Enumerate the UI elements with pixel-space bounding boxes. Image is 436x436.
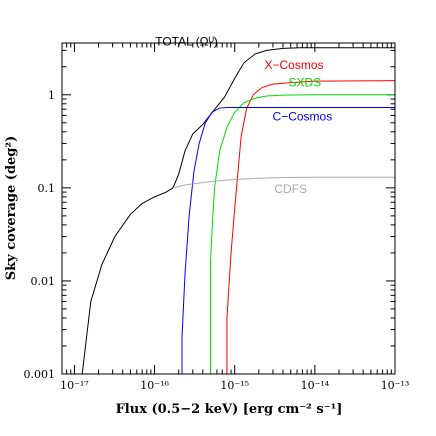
x-tick-label: 10⁻¹⁴ — [301, 379, 330, 392]
x-tick-label: 10⁻¹⁶ — [140, 379, 169, 392]
series-label-2: SXDS — [288, 76, 321, 90]
axis-ticks — [61, 43, 396, 375]
series-line-3 — [181, 107, 395, 374]
y-axis-title: Sky coverage (deg²) — [4, 136, 19, 281]
x-axis-title: Flux (0.5−2 keV) [erg cm⁻² s⁻¹] — [116, 402, 343, 417]
series-line-4 — [172, 176, 395, 189]
series-label-0: TOTAL (Ωᵁ) — [155, 34, 218, 48]
series-line-1 — [226, 80, 396, 374]
series-line-0 — [81, 47, 395, 375]
series-curves — [81, 47, 396, 375]
x-tick-label: 10⁻¹³ — [381, 379, 410, 392]
tick-labels: 10⁻¹⁷ 10⁻¹⁶ 10⁻¹⁵ 10⁻¹⁴ 10⁻¹³ 0.001 0.01 0.1 1 — [24, 89, 410, 392]
series-line-2 — [210, 94, 395, 374]
plot-frame — [61, 42, 396, 375]
series-label-1: X−Cosmos — [264, 58, 323, 72]
series-labels: TOTAL (Ωᵁ) X−Cosmos SXDS C−Cosmos CDFS — [155, 34, 332, 196]
y-tick-label: 1 — [48, 89, 55, 102]
series-label-3: C−Cosmos — [273, 109, 333, 123]
y-tick-label: 0.01 — [31, 275, 56, 288]
series-label-4: CDFS — [274, 182, 307, 196]
x-tick-label: 10⁻¹⁵ — [220, 379, 249, 392]
y-tick-label: 0.1 — [38, 182, 56, 195]
y-tick-label: 0.001 — [24, 368, 56, 381]
x-tick-label: 10⁻¹⁷ — [60, 379, 89, 392]
